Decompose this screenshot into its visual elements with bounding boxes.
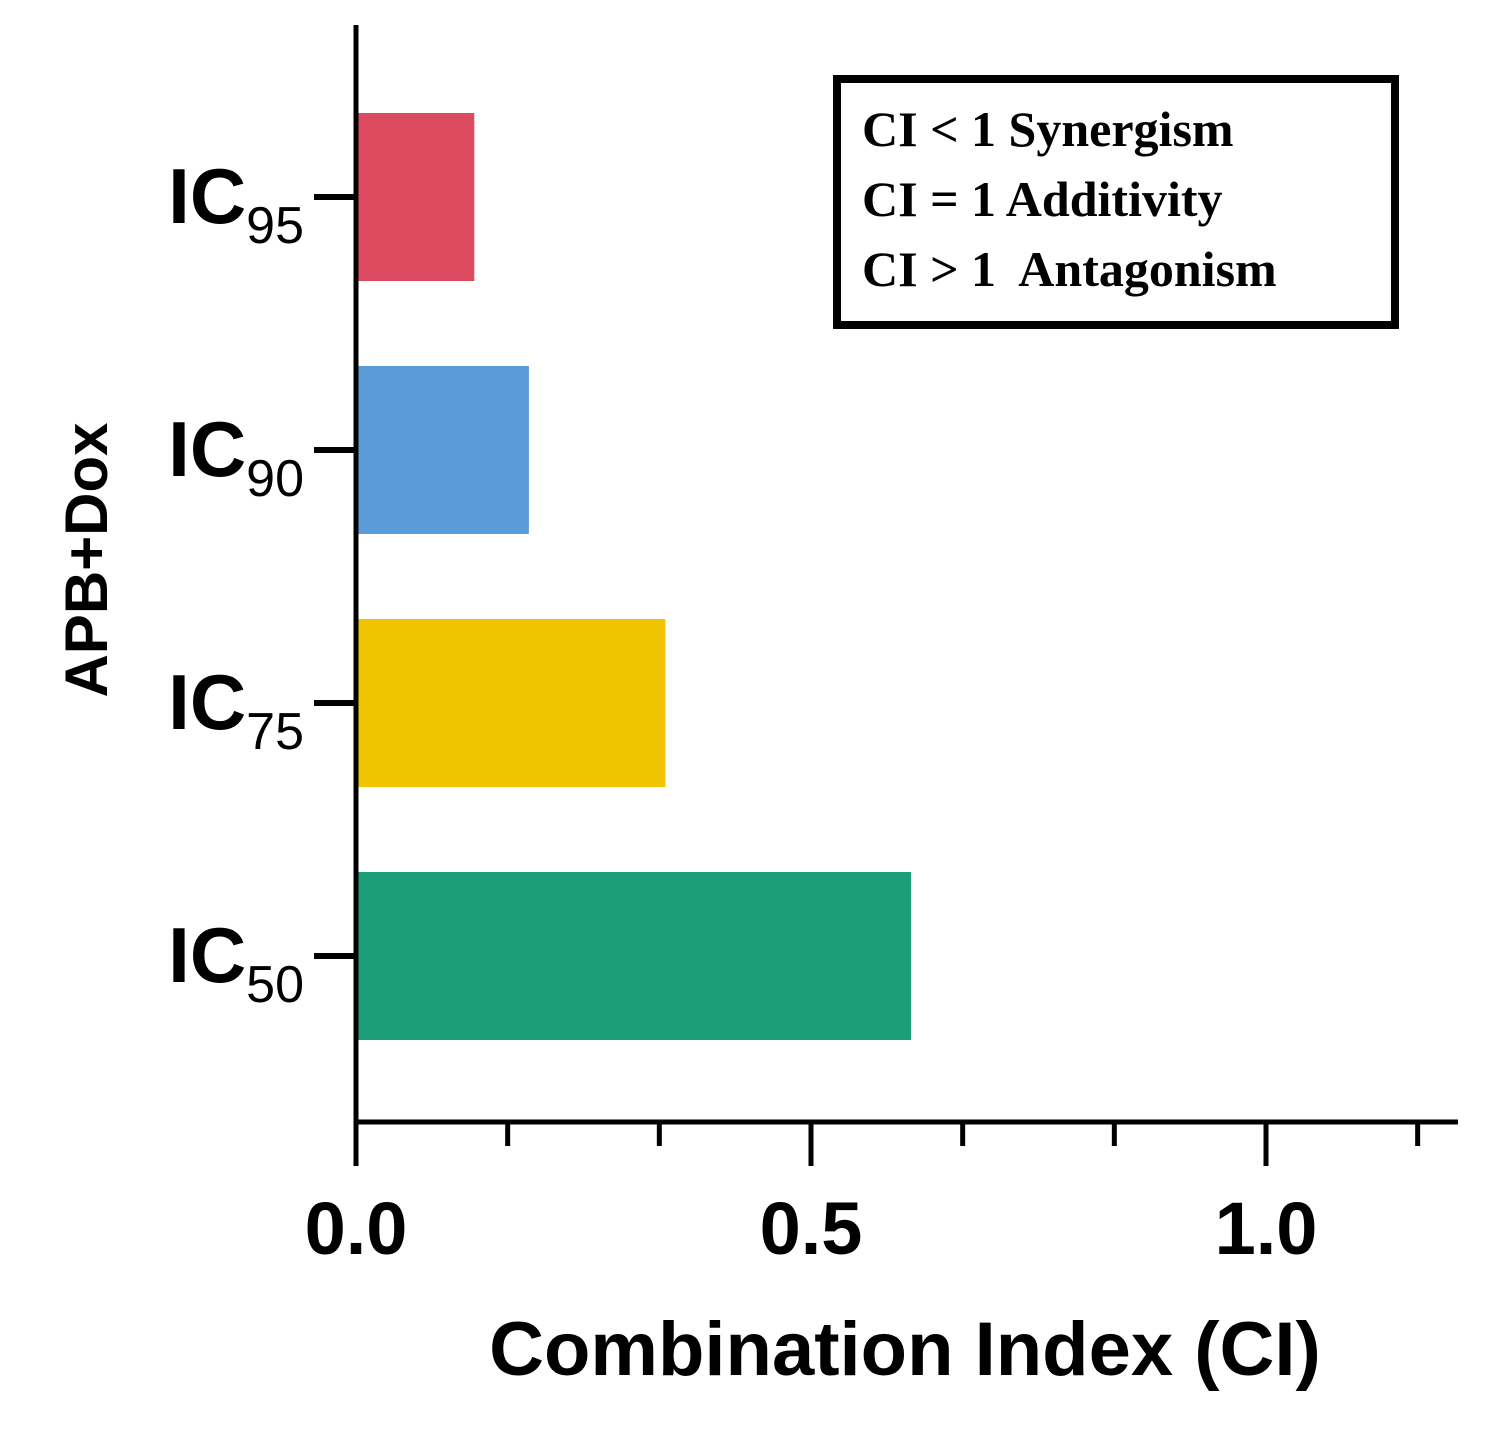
legend: CI < 1 Synergism CI = 1 Additivity CI > …	[833, 75, 1399, 329]
y-tick-label: IC75	[168, 658, 304, 761]
x-tick-label: 0.0	[305, 1187, 408, 1270]
y-tick-label: IC50	[168, 911, 304, 1014]
x-tick-label: 1.0	[1215, 1187, 1318, 1270]
y-axis-ticks: IC95 IC90 IC75 IC50	[168, 152, 356, 1014]
y-axis-label: APB+Dox	[53, 422, 120, 697]
y-tick-label: IC95	[168, 152, 304, 255]
y-tick-label: IC90	[168, 405, 304, 508]
bars	[356, 113, 912, 1040]
legend-line-additivity: CI = 1 Additivity	[862, 171, 1223, 227]
bar-ic90	[356, 366, 529, 534]
x-tick-label: 0.5	[760, 1187, 863, 1270]
legend-line-synergism: CI < 1 Synergism	[862, 101, 1234, 157]
x-axis-ticks: 0.0 0.5 1.0	[305, 1122, 1421, 1270]
bar-ic95	[356, 113, 475, 281]
legend-line-antagonism: CI > 1 Antagonism	[862, 241, 1277, 297]
x-axis-label: Combination Index (CI)	[489, 1307, 1321, 1392]
legend-box	[833, 75, 1399, 329]
bar-ic50	[356, 872, 912, 1040]
bar-ic75	[356, 619, 666, 787]
